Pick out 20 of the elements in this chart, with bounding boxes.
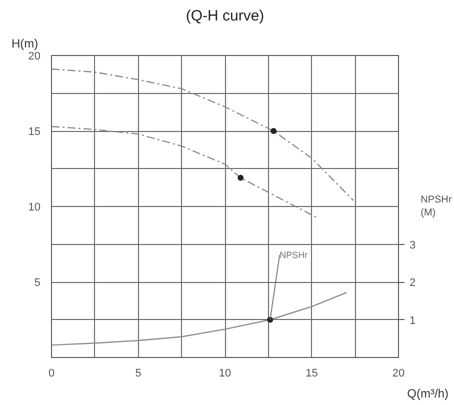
annotation: NPSHr — [280, 250, 308, 260]
y-axis-title: H(m) — [12, 36, 38, 50]
x-tick-label: 20 — [392, 368, 405, 380]
y-tick-label: 10 — [28, 202, 41, 214]
x-axis-title: Q(m³/h) — [407, 386, 449, 400]
x-tick-label: 0 — [48, 368, 55, 380]
y2-axis-title: NPSHr (M) — [420, 194, 452, 219]
x-tick-label: 5 — [135, 368, 142, 380]
y-tick-label: 5 — [34, 277, 41, 289]
x-tick-label: 15 — [306, 368, 318, 380]
y-tick-label: 15 — [28, 126, 41, 138]
line-series — [52, 292, 348, 346]
chart-title: (Q-H curve) — [186, 8, 264, 24]
line-series — [52, 68, 354, 202]
line-series — [52, 126, 320, 220]
x-tick-label: 10 — [218, 368, 232, 380]
y2-tick-label: 1 — [410, 314, 416, 327]
y2-tick-label: 2 — [410, 277, 416, 289]
y-tick-label: 20 — [28, 50, 41, 62]
y2-tick-label: 3 — [410, 239, 416, 252]
